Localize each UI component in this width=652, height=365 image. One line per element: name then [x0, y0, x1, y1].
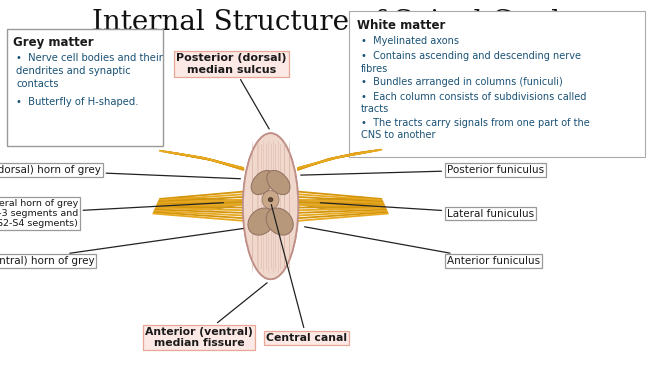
Text: Central canal: Central canal	[266, 204, 347, 343]
Ellipse shape	[262, 191, 279, 209]
Text: Posterior (dorsal) horn of grey: Posterior (dorsal) horn of grey	[0, 165, 241, 179]
Text: •  The tracts carry signals from one part of the
CNS to another: • The tracts carry signals from one part…	[361, 118, 589, 140]
Text: •  Contains ascending and descending nerve
fibres: • Contains ascending and descending nerv…	[361, 51, 580, 73]
Text: •  Each column consists of subdivisions called
tracts: • Each column consists of subdivisions c…	[361, 92, 586, 114]
Ellipse shape	[243, 133, 298, 279]
Ellipse shape	[266, 208, 293, 235]
Text: •  Butterfly of H-shaped.: • Butterfly of H-shaped.	[16, 97, 139, 107]
Text: Internal Structure of Spinal Cord: Internal Structure of Spinal Cord	[92, 9, 560, 36]
Text: Posterior (dorsal)
median sulcus: Posterior (dorsal) median sulcus	[176, 53, 287, 129]
Text: •  Nerve cell bodies and their
dendrites and synaptic
contacts: • Nerve cell bodies and their dendrites …	[16, 53, 163, 89]
Text: •  Bundles arranged in columns (funiculi): • Bundles arranged in columns (funiculi)	[361, 77, 562, 87]
Ellipse shape	[248, 208, 275, 235]
Ellipse shape	[267, 170, 290, 195]
Ellipse shape	[269, 198, 273, 201]
Text: Anterior (ventral) horn of grey: Anterior (ventral) horn of grey	[0, 228, 243, 266]
Text: Anterior funiculus: Anterior funiculus	[304, 227, 540, 266]
Polygon shape	[166, 197, 243, 210]
Polygon shape	[298, 197, 375, 210]
Text: White matter: White matter	[357, 19, 445, 32]
Text: •  Myelinated axons: • Myelinated axons	[361, 36, 458, 46]
FancyBboxPatch shape	[349, 11, 645, 157]
Text: Posterior funiculus: Posterior funiculus	[301, 165, 544, 175]
Text: Grey matter: Grey matter	[13, 36, 94, 49]
FancyBboxPatch shape	[7, 29, 163, 146]
Text: Anterior (ventral)
median fissure: Anterior (ventral) median fissure	[145, 283, 267, 349]
Ellipse shape	[243, 133, 298, 279]
Ellipse shape	[251, 170, 274, 195]
Text: Lateral funiculus: Lateral funiculus	[320, 203, 534, 219]
Text: Lateral horn of grey
(T1-L2-3 segments and
S2-S4 segments): Lateral horn of grey (T1-L2-3 segments a…	[0, 199, 224, 228]
